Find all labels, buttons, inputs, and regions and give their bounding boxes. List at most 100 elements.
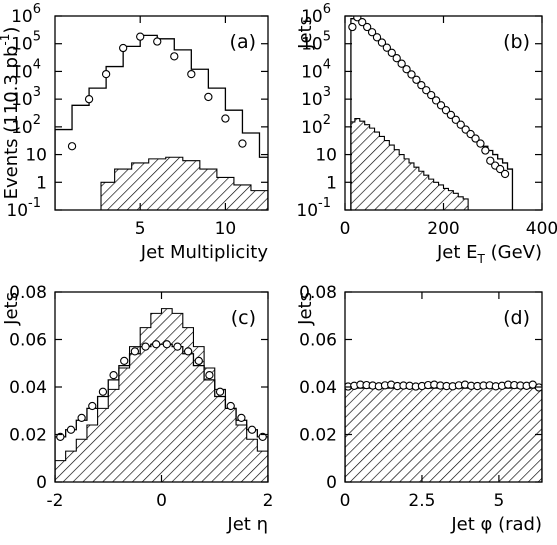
panel-label: (b): [503, 31, 530, 53]
data-point: [215, 387, 225, 396]
panel-label: (a): [230, 31, 256, 53]
data-point: [152, 340, 161, 349]
data-point: [441, 106, 451, 115]
data-point: [205, 370, 214, 380]
y-tick-label: 0.02: [9, 426, 47, 446]
data-point: [204, 92, 213, 102]
data-point: [446, 110, 456, 120]
data-point: [500, 169, 510, 179]
data-point: [486, 156, 495, 165]
data-point: [67, 142, 77, 151]
hatched-histogram: [350, 117, 469, 210]
y-tick-label: 0: [36, 473, 47, 493]
y-tick-label: 0.04: [9, 378, 47, 398]
data-point: [247, 425, 257, 434]
data-point: [141, 342, 150, 351]
y-tick-label: 10-1: [296, 196, 331, 221]
data-point: [98, 387, 108, 396]
panel-d: 0 2.5 5 0 0.02 0.04 0.06 0.08 (d) Jet φ (rad) Jets: [295, 283, 543, 535]
x-axis-label: Jet ET (GeV): [436, 242, 542, 266]
panel-label: (c): [231, 307, 256, 329]
plot-area: [345, 380, 542, 482]
data-point: [77, 413, 86, 423]
y-tick-label: 0.08: [9, 283, 47, 303]
data-point: [407, 70, 416, 79]
data-point: [101, 69, 111, 79]
data-point: [187, 69, 196, 79]
y-tick-label: 0.06: [9, 331, 47, 351]
data-point: [183, 347, 193, 356]
data-point: [88, 401, 97, 411]
x-tick-label: 0: [340, 219, 351, 239]
data-point: [162, 340, 171, 349]
data-point: [119, 43, 128, 53]
y-axis-label: Jets: [295, 292, 316, 326]
y-tick-label: 106: [11, 2, 41, 27]
x-axis-label: Jet η: [226, 514, 268, 535]
data-point: [363, 22, 372, 32]
x-axis-label: Jet Multiplicity: [140, 242, 269, 263]
plot-area: [55, 32, 268, 210]
y-tick-label: 103: [301, 85, 331, 110]
panel-label: (d): [503, 307, 530, 329]
data-point: [136, 32, 145, 41]
y-axis-label: Events (110.3 pb-1): [0, 27, 22, 200]
x-tick-label: 400: [526, 219, 557, 239]
data-point: [417, 80, 426, 90]
data-point: [451, 115, 460, 124]
x-tick-label: 200: [427, 219, 459, 239]
y-axis-label: Jets: [295, 16, 316, 50]
x-tick-label: 10: [215, 219, 237, 239]
x-tick-label: 0: [340, 491, 351, 511]
data-point: [194, 356, 203, 366]
data-point: [367, 28, 377, 37]
data-point: [238, 139, 247, 148]
y-axis-label: Jets: [1, 292, 22, 326]
data-point: [221, 114, 230, 123]
plot-area: [55, 308, 268, 482]
data-point: [372, 33, 382, 42]
data-point: [130, 347, 140, 356]
data-point: [476, 139, 485, 148]
data-point: [481, 146, 490, 155]
data-point: [170, 52, 179, 61]
data-point: [348, 22, 357, 32]
y-tick-label: 0.06: [299, 331, 337, 351]
x-tick-label: 5: [135, 219, 146, 239]
data-point: [402, 65, 411, 74]
data-point: [109, 370, 118, 380]
data-point: [495, 164, 505, 174]
hatched-histogram: [345, 387, 542, 482]
x-axis-label: Jet φ (rad): [450, 514, 542, 535]
y-tick-label: 0.08: [299, 283, 337, 303]
y-tick-label: 10-1: [6, 196, 41, 221]
data-point: [422, 86, 431, 95]
axes-frame: [54, 15, 269, 211]
data-point: [412, 75, 421, 84]
y-tick-label: 10: [315, 146, 337, 166]
data-point: [377, 38, 387, 47]
y-tick-label: 0.02: [299, 426, 337, 446]
y-tick-label: 102: [301, 113, 331, 138]
data-point: [237, 413, 246, 423]
data-point: [382, 43, 392, 52]
y-tick-label: 1: [36, 173, 47, 193]
y-tick-label: 10: [25, 146, 47, 166]
x-tick-label: 2.5: [408, 491, 435, 511]
data-point: [436, 101, 446, 110]
data-point: [66, 425, 76, 434]
data-point: [431, 96, 441, 105]
y-tick-label: 1: [326, 173, 337, 193]
data-point: [173, 342, 182, 351]
data-point: [456, 120, 465, 129]
x-tick-label: -2: [47, 491, 64, 511]
data-point: [153, 37, 162, 46]
data-point: [358, 17, 367, 27]
data-point: [427, 90, 436, 100]
y-tick-label: 0: [326, 473, 337, 493]
x-tick-label: 2: [263, 491, 274, 511]
